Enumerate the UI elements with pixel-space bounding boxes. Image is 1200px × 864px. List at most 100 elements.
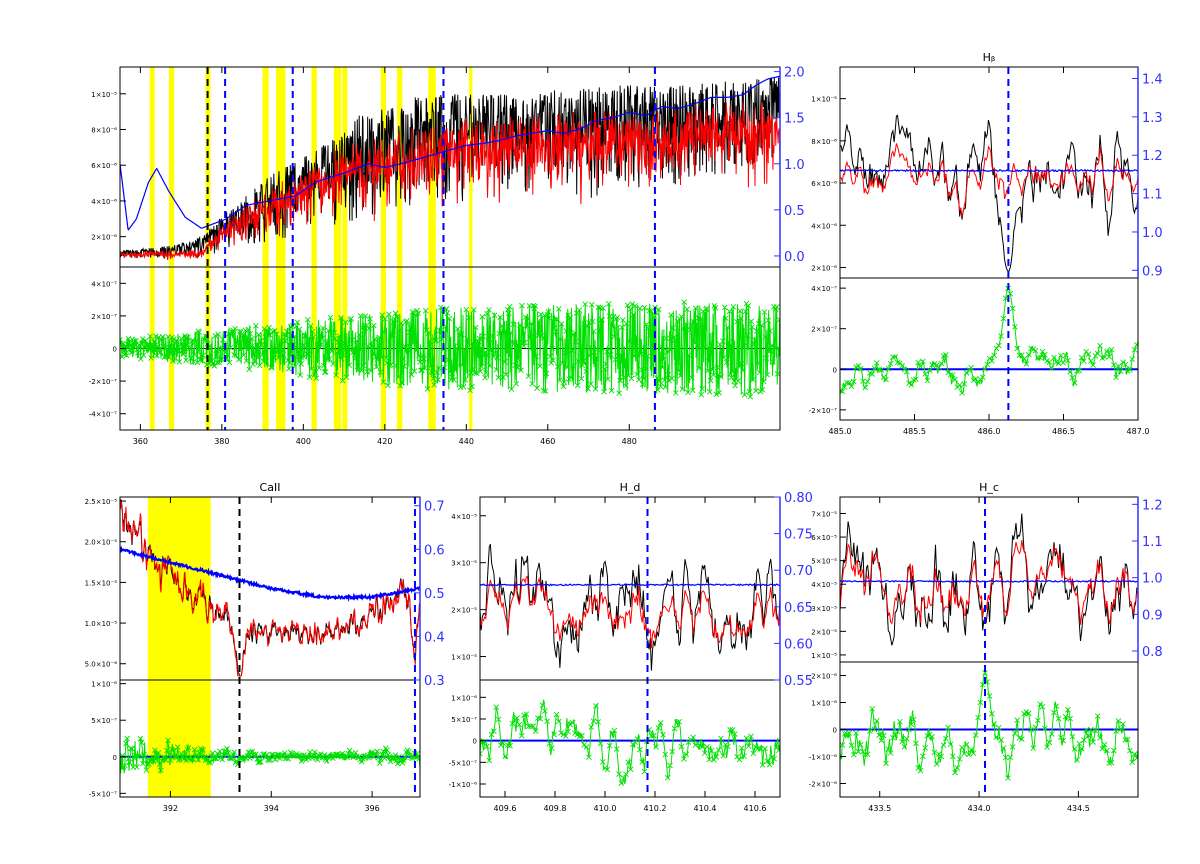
x-tick-label: 480 [622,437,637,446]
x-tick-label: 392 [163,804,178,813]
masked-region [276,67,286,430]
residual-markers [120,299,780,400]
series-model [480,575,780,649]
y2-tick-label: 0.5 [784,204,805,219]
y-tick-label: 3×10⁻⁵ [811,605,837,613]
y2-tick-label: 0.4 [424,630,445,645]
y2-tick-label: 0.55 [784,674,813,689]
top-axes-frame [479,496,781,681]
residual-y-tick-label: 1×10⁻⁶ [91,681,117,689]
panel-hg: H_c 433.5 434.0 434.5 1×10⁻⁵ 2×10⁻⁵ 3×10⁻⁵ 4×10… [809,481,1163,813]
x-tick-label: 420 [377,437,392,446]
y-tick-label: 4×10⁻⁵ [451,513,477,521]
residual-markers [840,669,1138,781]
series-observed [120,499,420,677]
x-tick-label: 487.0 [1127,427,1150,436]
y-tick-label: 2.5×10⁻⁵ [85,498,118,506]
y-tick-label: 1×10⁻⁵ [811,96,837,104]
masked-region [262,67,269,430]
x-tick-label: 409.8 [544,804,567,813]
masked-region [311,67,317,430]
plot-area-caii [120,497,420,797]
y-tick-label: 2×10⁻⁶ [91,234,117,242]
panel-hd: H_d 409.6 409.8 410.0 410.2 410.4 410.6 1×10⁻⁵ 2… [449,481,813,813]
residual-markers [120,735,420,774]
y2-tick-label: 0.7 [424,500,445,515]
residual-y-tick-label: 2×10⁻⁷ [811,326,837,334]
residual-y-tick-label: -2×10⁻⁷ [809,407,837,415]
residual-y-tick-label: 0 [833,366,837,374]
residual-y-tick-label: 1×10⁻⁶ [811,700,837,708]
residual-y-tick-label: 0 [113,346,117,354]
x-tick-label: 394 [264,804,279,813]
y2-tick-label: 0.5 [424,587,445,602]
top-axes-frame [839,66,1139,279]
x-tick-label: 486.0 [978,427,1001,436]
residual-y-tick-label: 0 [833,727,837,735]
y-tick-label: 1×10⁻⁵ [451,654,477,662]
y-tick-label: 1.5×10⁻⁵ [85,579,118,587]
series-model [120,101,780,261]
residual-y-tick-label: 5×10⁻⁷ [451,716,477,724]
residual-y-tick-label: 2×10⁻⁶ [811,673,837,681]
masked-region [397,67,403,430]
series-continuum [840,168,1138,173]
bottom-axes-frame [119,679,421,798]
panel-title: CaII [260,481,281,494]
series-residual [840,287,1138,394]
x-tick-label: 400 [296,437,311,446]
y2-tick-label: 0.0 [784,250,805,265]
series-observed [840,513,1138,646]
plot-area-hd [480,497,780,797]
x-tick-label: 410.6 [744,804,767,813]
x-tick-label: 409.6 [494,804,517,813]
y2-tick-label: 1.0 [1142,572,1163,587]
series-continuum [120,75,780,231]
residual-markers [840,285,1138,396]
panel-title: Hᵦ [983,51,996,64]
x-tick-label: 410.0 [594,804,617,813]
residual-y-tick-label: -1×10⁻⁶ [449,781,477,789]
y2-tick-label: 0.9 [1142,608,1163,623]
y2-tick-label: 0.80 [784,491,813,506]
y2-tick-label: 1.2 [1142,149,1163,164]
x-tick-label: 434.5 [1067,804,1090,813]
residual-y-tick-label: -2×10⁻⁶ [809,781,837,789]
y-tick-label: 4×10⁻⁶ [811,222,837,230]
x-tick-label: 360 [133,437,148,446]
y-tick-label: 6×10⁻⁵ [811,534,837,542]
masked-region [380,67,387,430]
x-tick-label: 396 [364,804,379,813]
x-tick-label: 410.4 [694,804,717,813]
y2-tick-label: 1.4 [1142,73,1163,88]
residual-y-tick-label: 0 [473,738,477,746]
y2-tick-label: 0.75 [784,528,813,543]
y-tick-label: 6×10⁻⁶ [811,180,837,188]
masked-region [342,67,348,430]
y2-tick-label: 0.70 [784,564,813,579]
y2-tick-label: 1.3 [1142,111,1163,126]
plot-area-hg [840,497,1138,797]
plot-area-hb [840,67,1138,420]
panel-hb: Hᵦ 485.0 485.5 486.0 486.5 487.0 2×10⁻⁶ 4×10⁻⁶ 6… [809,51,1163,436]
panel-title: H_d [620,481,641,494]
panel-title: H_c [979,481,999,494]
residual-y-tick-label: 5×10⁻⁷ [91,717,117,725]
residual-y-tick-label: -4×10⁻⁷ [89,411,117,419]
y2-tick-label: 0.3 [424,674,445,689]
y-tick-label: 4×10⁻⁵ [811,581,837,589]
x-tick-label: 434.0 [968,804,991,813]
bottom-axes-frame [839,277,1139,421]
series-observed [480,543,780,671]
masked-region [428,67,436,430]
y2-tick-label: 1.0 [784,158,805,173]
y-tick-label: 4×10⁻⁶ [91,198,117,206]
series-continuum [480,583,780,587]
y-tick-label: 2×10⁻⁵ [451,607,477,615]
x-tick-label: 485.0 [829,427,852,436]
masked-region [147,497,211,797]
residual-y-tick-label: 1×10⁻⁶ [451,694,477,702]
residual-y-tick-label: -5×10⁻⁷ [449,759,477,767]
y2-tick-label: 2.0 [784,66,805,81]
